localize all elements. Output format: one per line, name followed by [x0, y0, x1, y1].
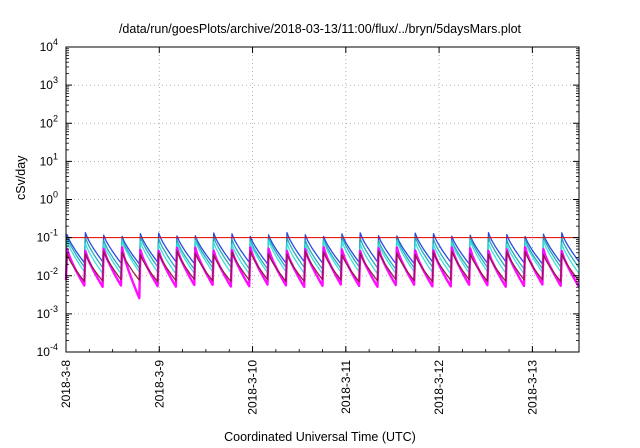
- y-tick-label: 10-3: [37, 304, 58, 321]
- y-tick-label: 103: [40, 75, 58, 92]
- x-tick-label: 2018-3-12: [432, 360, 446, 415]
- x-tick-label: 2018-3-10: [246, 360, 260, 415]
- y-tick-label: 100: [40, 190, 58, 207]
- x-tick-label: 2018-3-11: [339, 360, 353, 414]
- x-axis-label: Coordinated Universal Time (UTC): [224, 430, 416, 444]
- y-tick-label: 10-1: [37, 228, 58, 245]
- plot-frame: [65, 46, 580, 353]
- y-tick-label: 10-2: [37, 266, 58, 283]
- series-group: [64, 232, 581, 300]
- x-tick-label: 2018-3-8: [59, 360, 73, 408]
- y-tick-label: 102: [40, 113, 58, 130]
- series-line-5: [65, 250, 580, 283]
- y-tick-label: 101: [40, 151, 58, 168]
- gridlines: [65, 46, 579, 353]
- y-tick-label: 10-4: [37, 342, 58, 359]
- y-tick-label: 104: [40, 37, 58, 54]
- x-tick-label: 2018-3-13: [525, 360, 539, 415]
- x-tick-label: 2018-3-9: [152, 360, 166, 408]
- chart-title: /data/run/goesPlots/archive/2018-03-13/1…: [118, 22, 522, 36]
- axes: 10-4 10-3 10-2 10-1 100 101 102 103 104 2018-3-8 2…: [37, 37, 580, 415]
